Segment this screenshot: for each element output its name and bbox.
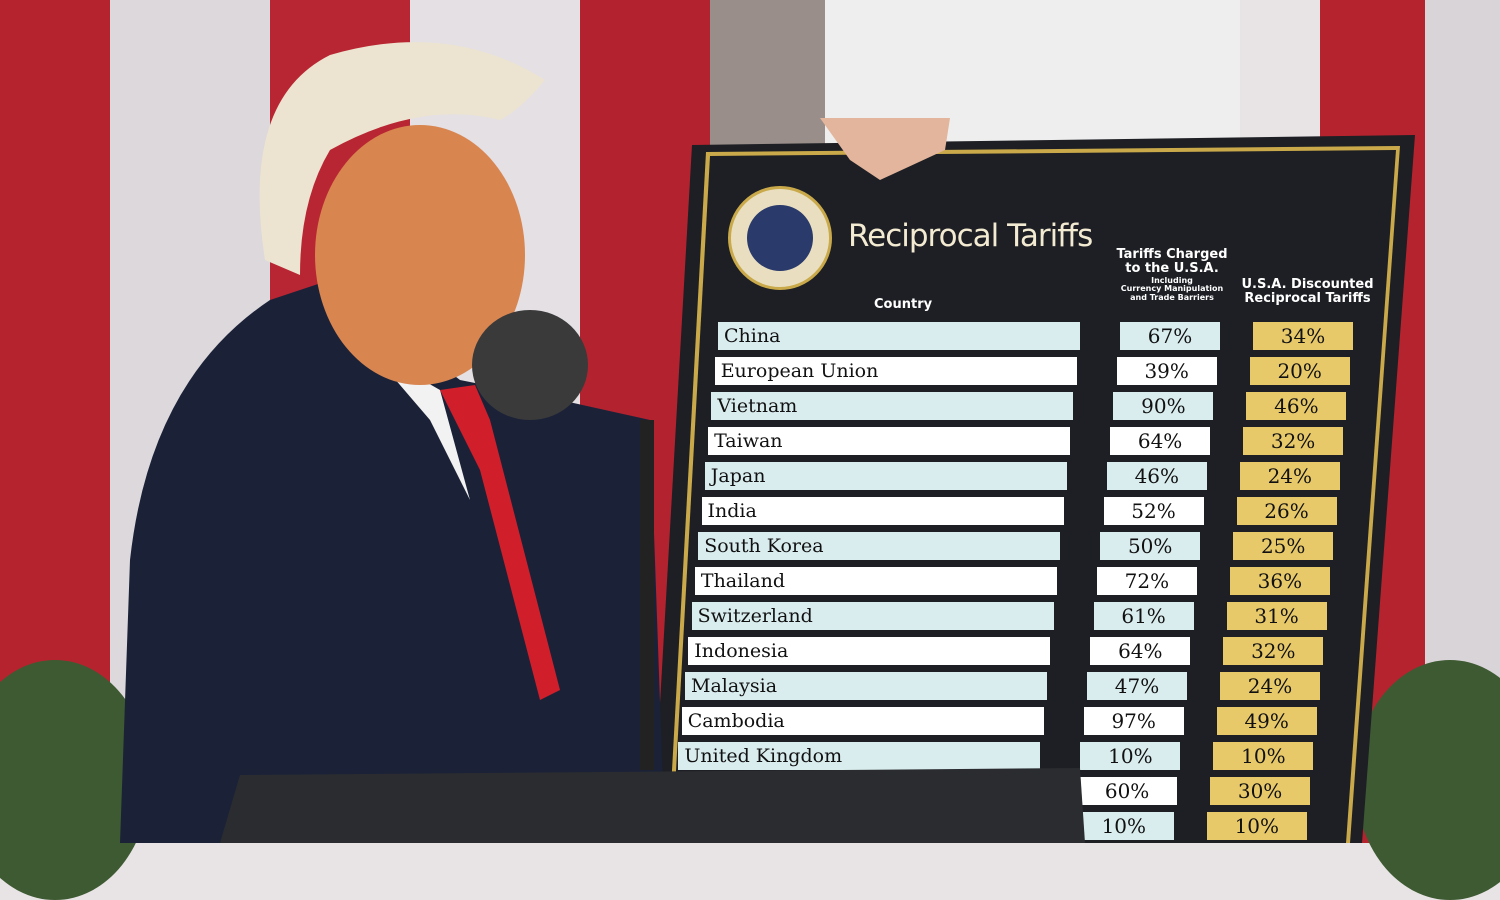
charged-header: Tariffs Charged to the U.S.A. Including … (1112, 247, 1232, 303)
country-cell: Japan (704, 462, 1067, 490)
discounted-cell: 32% (1243, 427, 1344, 455)
discounted-cell: 32% (1223, 637, 1324, 665)
discounted-cell: 49% (1216, 707, 1317, 735)
country-cell: China (718, 322, 1080, 350)
microphone-stand (640, 420, 654, 770)
charged-cell: 64% (1090, 637, 1191, 665)
country-cell: Indonesia (688, 637, 1051, 665)
charged-header-line: Including (1151, 275, 1193, 285)
charged-cell: 90% (1113, 392, 1214, 420)
country-cell: Vietnam (711, 392, 1074, 420)
discounted-cell: 46% (1246, 392, 1347, 420)
charged-header-line: to the U.S.A. (1125, 261, 1219, 277)
country-header: Country (874, 297, 933, 312)
charged-cell: 10% (1080, 742, 1181, 770)
country-cell: Cambodia (681, 707, 1044, 735)
face (315, 125, 525, 385)
presidential-seal (728, 186, 832, 290)
discounted-cell: 36% (1229, 567, 1330, 595)
discounted-header: U.S.A. Discounted Reciprocal Tariffs (1240, 277, 1375, 307)
microphone (472, 310, 588, 420)
discounted-cell: 10% (1213, 742, 1314, 770)
country-cell: Taiwan (708, 427, 1071, 455)
discounted-cell: 31% (1226, 602, 1327, 630)
charged-cell: 50% (1100, 532, 1201, 560)
country-cell: India (701, 497, 1064, 525)
discounted-cell: 24% (1220, 672, 1320, 700)
discounted-header-line: Reciprocal Tariffs (1244, 291, 1371, 307)
board-title: Reciprocal Tariffs (848, 218, 1093, 254)
charged-cell: 60% (1077, 777, 1178, 805)
charged-cell: 10% (1073, 812, 1174, 840)
charged-cell: 39% (1116, 357, 1217, 385)
discounted-cell: 10% (1206, 812, 1307, 840)
discounted-cell: 34% (1253, 322, 1353, 350)
country-cell: European Union (714, 357, 1077, 385)
charged-header-line: Tariffs Charged (1116, 247, 1228, 262)
speaker (120, 42, 1085, 843)
discounted-cell: 24% (1239, 462, 1340, 490)
discounted-cell: 26% (1236, 497, 1337, 525)
tie (440, 385, 560, 700)
country-cell: United Kingdom (678, 742, 1041, 770)
charged-cell: 97% (1083, 707, 1184, 735)
country-cell: Switzerland (691, 602, 1054, 630)
coat (120, 280, 665, 843)
discounted-header-line: U.S.A. Discounted (1241, 277, 1374, 292)
charged-cell: 52% (1103, 497, 1204, 525)
country-cell: South Korea (698, 532, 1061, 560)
charged-cell: 61% (1093, 602, 1194, 630)
country-cell: Malaysia (685, 672, 1047, 700)
discounted-cell: 30% (1210, 777, 1311, 805)
charged-cell: 72% (1096, 567, 1197, 595)
charged-cell: 67% (1120, 322, 1220, 350)
discounted-cell: 20% (1249, 357, 1350, 385)
charged-header-line: Currency Manipulation (1120, 284, 1224, 294)
charged-cell: 46% (1106, 462, 1207, 490)
hand (820, 118, 950, 180)
charged-cell: 47% (1087, 672, 1187, 700)
country-cell: Thailand (694, 567, 1057, 595)
charged-header-line: and Trade Barriers (1130, 293, 1214, 303)
charged-cell: 64% (1110, 427, 1211, 455)
discounted-cell: 25% (1233, 532, 1334, 560)
hair (259, 42, 545, 276)
podium (220, 768, 1085, 843)
